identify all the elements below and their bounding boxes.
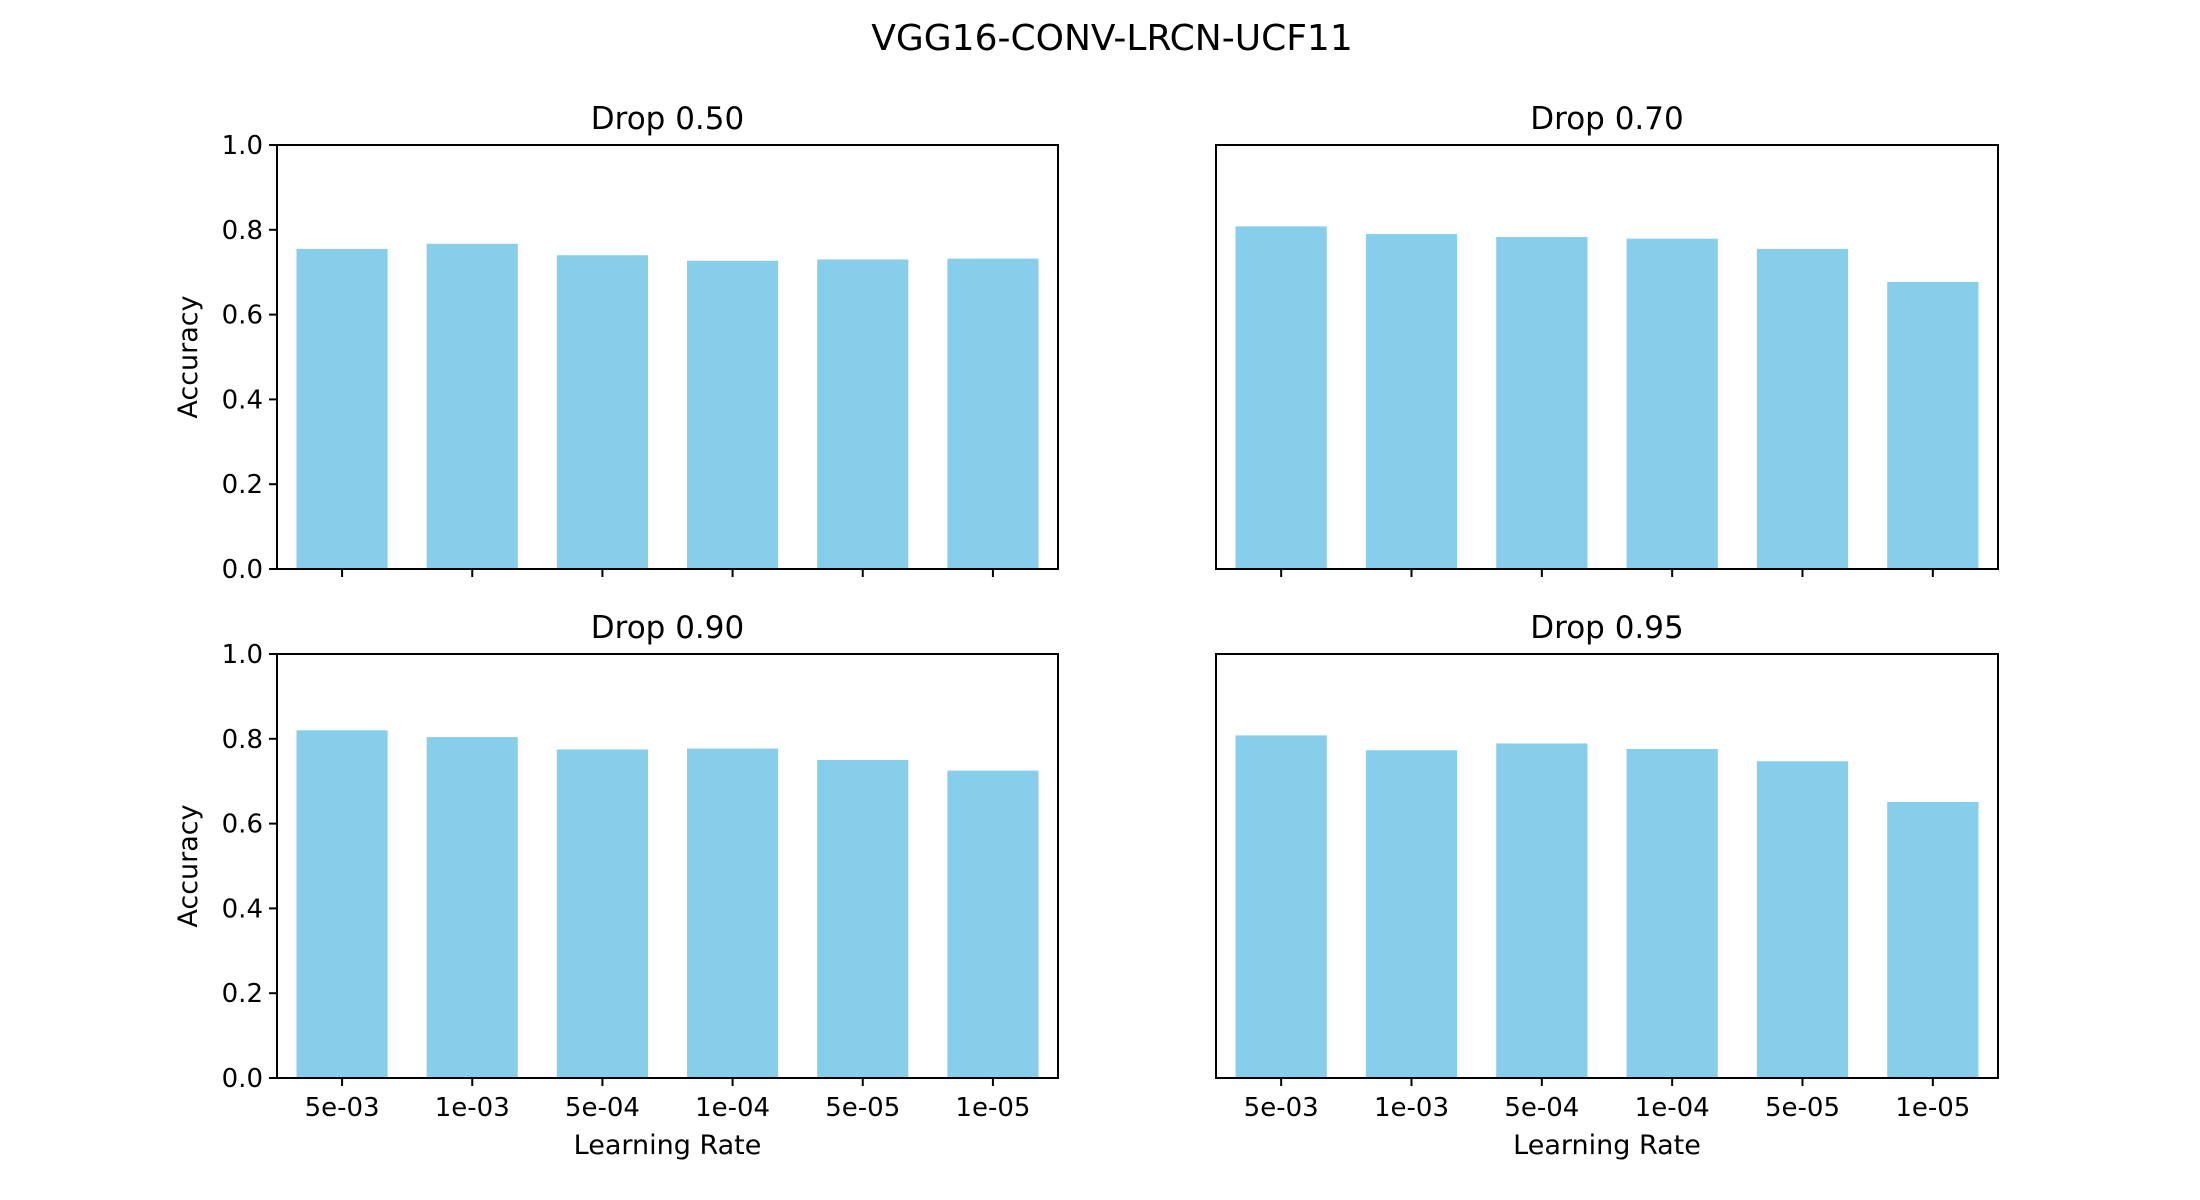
x-tick-label: 1e-04 [1635,1093,1710,1123]
x-tick-label: 5e-03 [1244,1093,1319,1123]
x-tick-label: 1e-03 [1374,1093,1449,1123]
bar [426,243,518,570]
bar [687,260,779,569]
x-axis-label: Learning Rate [574,1130,762,1161]
figure-title: VGG16-CONV-LRCN-UCF11 [871,18,1352,59]
bar [817,760,909,1078]
plot-frame [276,653,1059,1079]
x-tick-label: 5e-04 [1504,1093,1579,1123]
y-tick-label: 0.4 [222,385,263,415]
x-tick-label: 5e-05 [825,1093,900,1123]
bar [1626,238,1718,569]
y-tick-label: 1.0 [222,131,263,161]
plot-frame [276,144,1059,570]
subplot-3: Drop 0.90 0.0 0.2 0.4 0.6 0.8 1.0 5e-03 1e-03 5e-… [173,610,1059,1161]
y-tick-label: 0.8 [222,725,263,755]
y-tick-label: 0.2 [222,979,263,1009]
bar [817,259,909,569]
y-tick-label: 0.0 [222,1064,263,1094]
x-tick-label: 1e-04 [695,1093,770,1123]
subplot-title: Drop 0.95 [1530,610,1683,646]
bar [1756,761,1849,1078]
subplot-title: Drop 0.50 [591,101,744,137]
plot-frame [1215,144,1999,570]
subplots: Drop 0.500.00.20.40.60.81.0AccuracyDrop … [173,101,1999,1161]
bar [296,730,388,1078]
bar [1756,248,1849,569]
y-tick-label: 0.6 [222,810,263,840]
x-tick-label: 1e-03 [435,1093,510,1123]
x-tick-label: 5e-05 [1765,1093,1840,1123]
y-axis-label: Accuracy [173,804,204,927]
bar [1235,735,1327,1078]
bar [1887,801,1979,1078]
bar [556,749,648,1078]
plot-frame [1215,653,1999,1079]
bar [1887,281,1979,569]
bar [1365,750,1458,1078]
y-tick-label: 0.2 [222,470,263,500]
bar [1496,743,1588,1078]
subplot-1: Drop 0.50 0.0 0.2 0.4 0.6 0.8 1.0 Accuracy [173,101,1059,585]
x-tick-label: 1e-05 [1895,1093,1970,1123]
y-tick-label: 1.0 [222,640,263,670]
bar [1626,748,1718,1078]
bar [947,258,1039,569]
subplot-2: Drop 0.70 [1215,101,1999,577]
y-tick-label: 0.0 [222,555,263,585]
subplot-4: Drop 0.95 5e-03 1e-03 5e-04 1e-04 5e-05 1e-05 L… [1215,610,1999,1161]
subplot-title: Drop 0.70 [1530,101,1683,137]
bar [687,748,779,1078]
y-tick-label: 0.4 [222,894,263,924]
bar [1235,226,1327,569]
x-tick-label: 1e-05 [955,1093,1030,1123]
x-tick-label: 5e-03 [305,1093,380,1123]
x-tick-label: 5e-04 [565,1093,640,1123]
y-axis-label: Accuracy [173,295,204,418]
bar [426,737,518,1078]
bar [1365,234,1458,570]
bar [947,770,1039,1078]
bar [296,248,388,569]
subplot-title: Drop 0.90 [591,610,744,646]
bar [1496,237,1588,569]
bar [556,255,648,570]
y-tick-label: 0.6 [222,301,263,331]
y-tick-label: 0.8 [222,216,263,246]
x-axis-label: Learning Rate [1513,1130,1701,1161]
